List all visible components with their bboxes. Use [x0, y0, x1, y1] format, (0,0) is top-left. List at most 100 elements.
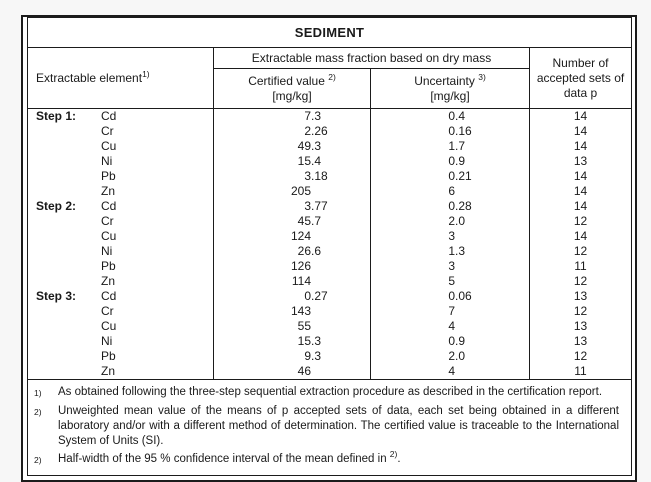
uncertainty-cell: 0.9 — [370, 154, 530, 169]
sets-count: 14 — [528, 199, 633, 214]
certified-value: 55 — [297, 319, 311, 333]
uncertainty-cell: 0.16 — [370, 124, 530, 139]
column-header-mass-fraction: Extractable mass fraction based on dry m… — [213, 47, 530, 69]
uncertainty-cell: 0.06 — [370, 289, 530, 304]
sets-count: 12 — [528, 349, 633, 364]
certified-value-cell: 2.26 — [213, 124, 371, 139]
element-symbol: Cu — [101, 139, 117, 153]
sets-count: 12 — [528, 274, 633, 289]
uncertainty-cell: 6 — [370, 184, 530, 199]
element-header-label: Extractable element — [36, 71, 143, 85]
column-header-uncertainty: Uncertainty 3) [mg/kg] — [370, 68, 530, 109]
table-row: Cr 143 7 12 — [27, 304, 633, 319]
step-label: Step 2: — [36, 199, 77, 213]
sets-count: 13 — [528, 319, 633, 334]
certified-value: 0.27 — [304, 289, 328, 303]
column-header-element: Extractable element1) — [27, 47, 214, 109]
element-cell: Ni — [27, 244, 214, 259]
sets-count: 13 — [528, 289, 633, 304]
sets-count: 11 — [528, 259, 633, 274]
certified-value: 114 — [291, 274, 311, 288]
certified-value: 3.18 — [304, 169, 328, 183]
uncertainty-value: 1.7 — [448, 139, 466, 153]
element-symbol: Ni — [101, 154, 113, 168]
sets-count: 13 — [528, 334, 633, 349]
table-title: SEDIMENT — [26, 17, 633, 48]
footnote-text: Half-width of the 95 % confidence interv… — [58, 449, 401, 465]
table-row: Ni 26.6 1.3 12 — [27, 244, 633, 259]
uncertainty-header-line: Uncertainty 3) — [414, 71, 486, 88]
element-cell: Zn — [27, 364, 214, 380]
uncertainty-value: 0.21 — [448, 169, 472, 183]
element-symbol: Ni — [101, 244, 113, 258]
uncertainty-value: 0.9 — [448, 154, 466, 168]
sets-count: 14 — [528, 108, 633, 124]
element-cell: Zn — [27, 274, 214, 289]
table-row: Pb 3.18 0.21 14 — [27, 169, 633, 184]
certified-footnote-ref: 2) — [328, 71, 336, 82]
element-header-footnote-ref: 1) — [142, 69, 150, 79]
certified-value-cell: 3.77 — [213, 199, 371, 214]
table-row: Step 3: Cd 0.27 0.06 13 — [27, 289, 633, 304]
uncertainty-cell: 4 — [370, 319, 530, 334]
element-symbol: Cu — [101, 319, 117, 333]
footnotes-section: 1) As obtained following the three-step … — [26, 379, 633, 476]
sets-count: 11 — [528, 364, 633, 380]
element-symbol: Cd — [101, 289, 117, 303]
uncertainty-value: 2.0 — [448, 349, 466, 363]
uncertainty-value: 5 — [448, 274, 455, 288]
table-row: Cr 2.26 0.16 14 — [27, 124, 633, 139]
certified-value-header-line: Certified value 2) — [248, 71, 336, 88]
uncertainty-value: 0.9 — [448, 334, 466, 348]
uncertainty-cell: 1.7 — [370, 139, 530, 154]
uncertainty-cell: 3 — [370, 259, 530, 274]
certified-value-cell: 55 — [213, 319, 371, 334]
certified-value: 49.3 — [297, 139, 322, 153]
certified-value-cell: 124 — [213, 229, 371, 244]
uncertainty-cell: 3 — [370, 229, 530, 244]
certified-value-cell: 15.4 — [213, 154, 371, 169]
table-row: Step 1: Cd 7.3 0.4 14 — [27, 108, 633, 124]
element-symbol: Cr — [101, 214, 114, 228]
uncertainty-value: 2.0 — [448, 214, 466, 228]
element-cell: Ni — [27, 334, 214, 349]
element-cell: Ni — [27, 154, 214, 169]
table-row: Cu 49.3 1.7 14 — [27, 139, 633, 154]
sets-count: 14 — [528, 184, 633, 199]
sets-count: 12 — [528, 244, 633, 259]
sets-count: 14 — [528, 229, 633, 244]
sets-count: 14 — [528, 124, 633, 139]
element-symbol: Ni — [101, 334, 113, 348]
element-symbol: Cd — [101, 109, 117, 123]
table-row: Cu 124 3 14 — [27, 229, 633, 244]
table-row: Pb 126 3 11 — [27, 259, 633, 274]
step-label: Step 1: — [36, 109, 77, 123]
element-symbol: Pb — [101, 259, 116, 273]
uncertainty-value: 0.06 — [448, 289, 472, 303]
certified-value: 26.6 — [297, 244, 322, 258]
uncertainty-cell: 2.0 — [370, 214, 530, 229]
element-cell: Cu — [27, 319, 214, 334]
footnote-inline-ref: 2) — [389, 449, 398, 460]
uncertainty-cell: 7 — [370, 304, 530, 319]
uncertainty-unit: [mg/kg] — [430, 88, 470, 103]
sets-count: 13 — [528, 154, 633, 169]
table-row: Zn 114 5 12 — [27, 274, 633, 289]
element-symbol: Pb — [101, 349, 116, 363]
uncertainty-value: 0.16 — [448, 124, 472, 138]
element-cell: Pb — [27, 259, 214, 274]
certified-value-cell: 205 — [213, 184, 371, 199]
uncertainty-value: 4 — [448, 364, 455, 378]
uncertainty-cell: 0.9 — [370, 334, 530, 349]
uncertainty-cell: 2.0 — [370, 349, 530, 364]
element-symbol: Zn — [101, 274, 116, 288]
certified-value-unit: [mg/kg] — [272, 88, 312, 103]
certified-value: 124 — [290, 229, 311, 243]
certified-value: 2.26 — [304, 124, 328, 138]
element-symbol: Cd — [101, 199, 117, 213]
element-cell: Pb — [27, 169, 214, 184]
element-symbol: Cr — [101, 304, 114, 318]
footnote-marker: 1) — [34, 388, 42, 398]
table-row: Ni 15.4 0.9 13 — [27, 154, 633, 169]
table-row: Ni 15.3 0.9 13 — [27, 334, 633, 349]
